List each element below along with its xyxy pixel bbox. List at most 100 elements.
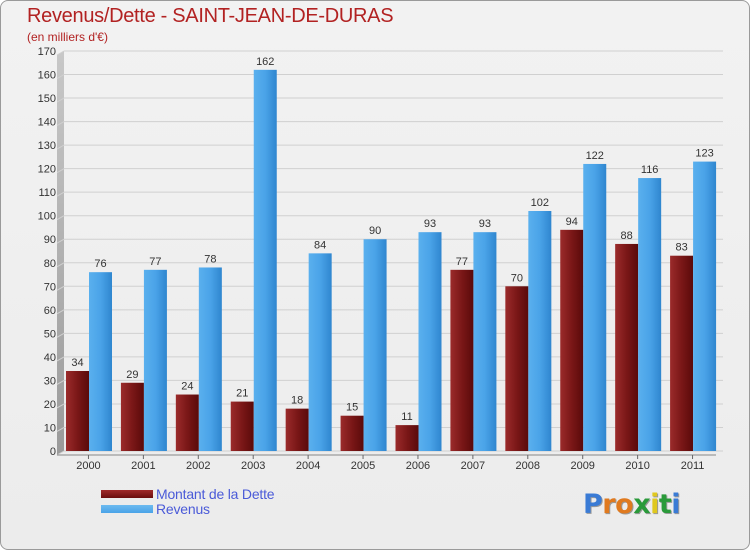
y-tick-label: 130 — [38, 140, 56, 152]
gridline-wall — [56, 97, 65, 103]
gridline-wall — [56, 121, 65, 127]
bar-revenus — [253, 69, 277, 451]
axis-wall — [57, 51, 64, 455]
data-label-dette: 70 — [511, 272, 523, 284]
gridline-wall — [56, 403, 65, 409]
bar-dette — [395, 425, 419, 451]
proxiti-logo: Proxiti — [583, 489, 681, 520]
x-tick-label: 2002 — [186, 460, 210, 472]
gridline-wall — [56, 379, 65, 385]
y-tick-label: 120 — [38, 164, 56, 176]
x-tick-label: 2009 — [570, 460, 594, 472]
y-tick-label: 40 — [44, 352, 56, 364]
legend-swatch-dette — [101, 490, 153, 498]
gridline-wall — [56, 262, 65, 268]
data-label-revenus: 84 — [314, 239, 326, 251]
gridline-wall — [56, 144, 65, 150]
data-label-revenus: 102 — [531, 197, 549, 209]
gridline-wall — [56, 50, 65, 56]
data-label-dette: 15 — [346, 402, 358, 414]
bar-dette — [340, 415, 364, 451]
x-tick-label: 2005 — [351, 460, 375, 472]
data-label-revenus: 77 — [149, 256, 161, 268]
bar-revenus — [363, 239, 387, 451]
bar-dette — [120, 382, 144, 451]
data-label-dette: 11 — [401, 411, 412, 423]
x-tick-label: 2000 — [76, 460, 100, 472]
bar-dette — [450, 269, 474, 451]
data-label-dette: 77 — [456, 256, 468, 268]
data-label-dette: 34 — [71, 357, 83, 369]
x-tick-label: 2011 — [681, 460, 705, 472]
x-tick-label: 2008 — [516, 460, 540, 472]
bar-revenus — [638, 178, 662, 451]
logo-letter: t — [658, 489, 672, 520]
y-tick-label: 20 — [44, 399, 56, 411]
y-tick-label: 80 — [44, 258, 56, 270]
gridline-wall — [56, 356, 65, 362]
y-tick-label: 30 — [44, 375, 56, 387]
bar-dette — [175, 394, 199, 451]
data-label-dette: 24 — [181, 381, 193, 393]
gridline-wall — [56, 238, 65, 244]
y-tick-label: 10 — [44, 422, 56, 434]
bar-revenus — [198, 267, 222, 451]
bar-dette — [505, 286, 529, 451]
y-tick-label: 60 — [44, 305, 56, 317]
gridline-wall — [56, 215, 65, 221]
x-tick-label: 2006 — [406, 460, 430, 472]
bar-dette — [670, 255, 694, 451]
bar-revenus — [473, 232, 497, 451]
bar-revenus — [308, 253, 332, 451]
chart-subtitle: (en milliers d'€) — [27, 30, 108, 44]
legend-swatch-revenus — [101, 505, 153, 513]
y-tick-label: 50 — [44, 328, 56, 340]
x-tick-label: 2003 — [241, 460, 265, 472]
data-label-revenus: 90 — [369, 225, 381, 237]
logo-letter: P — [583, 489, 603, 520]
y-tick-label: 100 — [38, 211, 56, 223]
bar-dette — [230, 401, 254, 451]
data-label-revenus: 116 — [641, 164, 659, 176]
data-label-dette: 29 — [126, 369, 138, 381]
bar-dette — [285, 408, 309, 451]
x-tick-label: 2004 — [296, 460, 320, 472]
x-tick-label: 2001 — [131, 460, 155, 472]
logo-letter: i — [650, 489, 659, 520]
gridline-wall — [56, 450, 65, 456]
data-label-revenus: 122 — [586, 150, 604, 162]
y-tick-label: 160 — [38, 70, 56, 82]
logo-letter: i — [671, 489, 681, 520]
legend-label-dette: Montant de la Dette — [156, 486, 275, 502]
bar-revenus — [89, 272, 112, 451]
data-label-revenus: 123 — [695, 148, 713, 160]
bar-revenus — [418, 232, 442, 451]
y-tick-label: 150 — [38, 93, 56, 105]
chart-title: Revenus/Dette - SAINT-JEAN-DE-DURAS — [27, 5, 394, 27]
data-label-revenus: 76 — [94, 258, 106, 270]
logo-letter: o — [615, 489, 634, 520]
bar-dette — [66, 371, 89, 451]
bar-revenus — [583, 163, 607, 452]
bar-revenus — [528, 211, 552, 451]
gridline-wall — [56, 74, 65, 79]
y-tick-label: 140 — [38, 117, 56, 129]
bar-dette — [615, 243, 639, 451]
gridline-wall — [56, 332, 65, 338]
gridline-wall — [56, 285, 65, 291]
data-label-dette: 94 — [566, 216, 578, 228]
bar-revenus — [693, 161, 717, 451]
data-label-dette: 88 — [621, 230, 633, 242]
y-tick-label: 0 — [50, 446, 56, 458]
bar-revenus — [143, 269, 167, 451]
gridline-wall — [56, 309, 65, 315]
data-label-dette: 21 — [236, 388, 248, 400]
y-tick-label: 90 — [44, 234, 56, 246]
logo-letter: r — [602, 489, 616, 520]
gridline-wall — [56, 191, 65, 197]
logo-letter: x — [633, 489, 651, 520]
data-label-revenus: 93 — [479, 218, 491, 230]
data-label-revenus: 162 — [256, 56, 274, 68]
